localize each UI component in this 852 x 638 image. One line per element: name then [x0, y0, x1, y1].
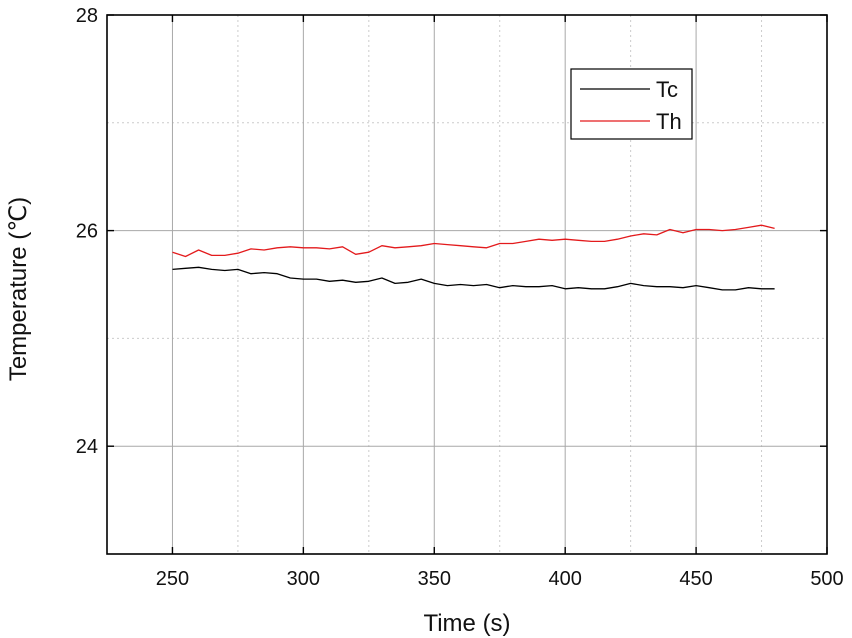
x-tick-label: 450: [679, 568, 712, 590]
grid-lines: [107, 15, 827, 554]
x-tick-label: 300: [287, 568, 320, 590]
x-tick-label: 500: [810, 568, 843, 590]
series-line-th: [172, 224, 775, 258]
series-line-tc: [172, 266, 775, 291]
series-lines: [172, 224, 775, 291]
y-tick-label: 28: [76, 5, 98, 27]
y-axis-title: Temperature (℃): [5, 197, 32, 381]
x-tick-label: 350: [418, 568, 451, 590]
tick-labels: 250 300 350 400 450 500 24 26 28: [76, 5, 844, 590]
axis-ticks: [107, 14, 828, 554]
y-tick-label: 24: [76, 436, 98, 458]
x-tick-label: 250: [156, 568, 189, 590]
y-tick-label: 26: [76, 221, 98, 243]
legend: Tc Th: [570, 68, 693, 140]
plot-frame: [106, 14, 828, 555]
x-tick-label: 400: [548, 568, 581, 590]
legend-label-th: Th: [656, 109, 682, 134]
x-axis-title: Time (s): [423, 610, 510, 637]
legend-box: [570, 68, 693, 140]
legend-label-tc: Tc: [656, 77, 678, 102]
